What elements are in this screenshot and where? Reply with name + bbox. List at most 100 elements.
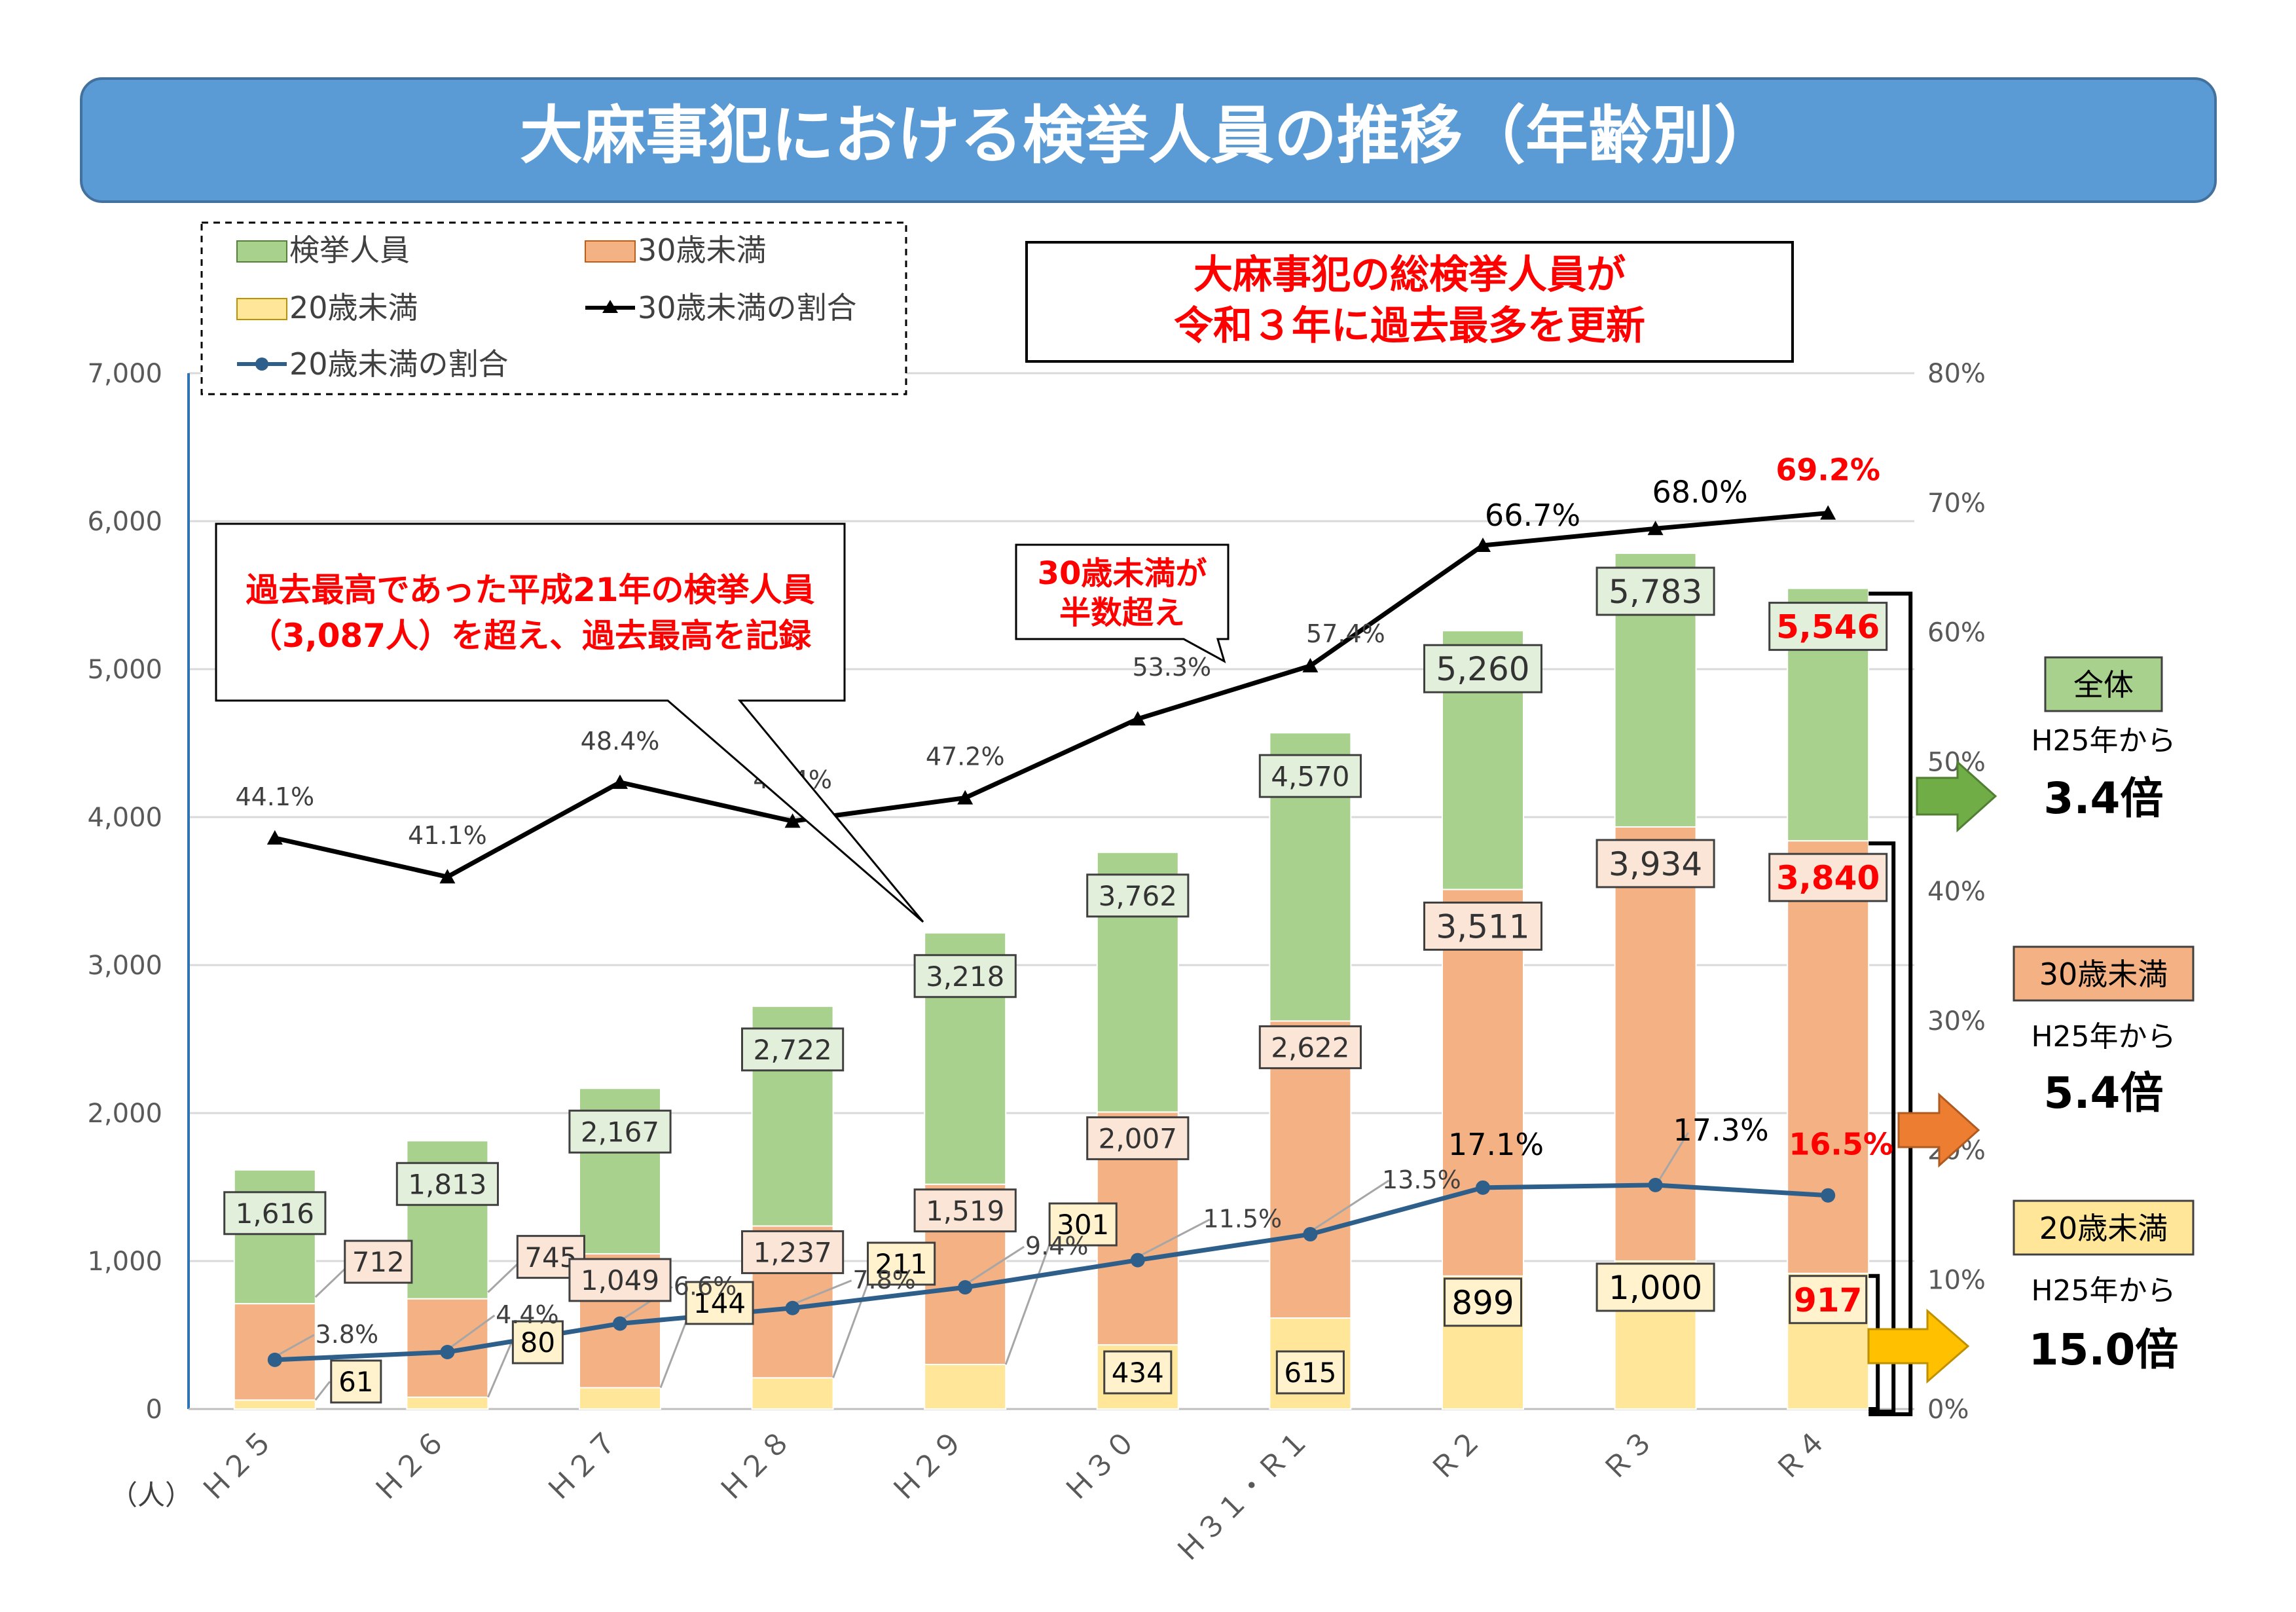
half-callout-line2: 半数超え — [1059, 595, 1185, 631]
y2-tick-label: 10% — [1927, 1265, 1986, 1295]
data-label-under30: 745 — [524, 1241, 577, 1273]
label-layer: 1,616 1,813 2,167 2,722 3,218 3,762 4,570 5,260… — [223, 452, 1893, 1404]
data-label-under20: 434 — [1112, 1357, 1164, 1389]
data-label-under20-box — [867, 1241, 936, 1286]
data-label-under30-box — [1423, 902, 1542, 951]
legend-swatch-under30 — [585, 240, 636, 263]
data-label-under20: 301 — [1057, 1209, 1109, 1241]
data-label-under20-box — [511, 1320, 564, 1365]
y-tick-label: 7,000 — [87, 359, 162, 389]
y2-tick-label: 30% — [1927, 1006, 1986, 1036]
x-tick-label: Ｈ２９ — [886, 1423, 970, 1508]
legend-marker-ratio20 — [255, 357, 268, 371]
data-label-total-box — [1595, 566, 1715, 616]
data-label-under30: 712 — [352, 1246, 405, 1278]
past-record-callout: 過去最高であった平成21年の検挙人員 （3,087人）を超え、過去最高を記録 — [215, 522, 924, 923]
point-ratio20 — [613, 1316, 627, 1331]
data-label-total-box — [1423, 644, 1542, 693]
data-label-ratio30: 47.2% — [926, 742, 1005, 771]
data-label-total: 4,570 — [1271, 760, 1349, 792]
data-label-under30: 2,622 — [1271, 1032, 1349, 1064]
x-tick-label: Ｒ３ — [1596, 1423, 1660, 1488]
leader-line — [278, 1334, 315, 1356]
legend-label-total: 検挙人員 — [289, 232, 410, 268]
data-label-under30-box — [1595, 839, 1715, 888]
x-tick-label: Ｈ２６ — [368, 1423, 452, 1508]
data-label-under20: 211 — [875, 1248, 928, 1280]
growth-label-total: 全体 — [2073, 667, 2134, 703]
data-label-total: 1,616 — [236, 1198, 314, 1230]
data-label-under30: 1,049 — [581, 1264, 659, 1296]
bar-under30 — [233, 1303, 316, 1401]
data-label-ratio20: 6.6% — [674, 1272, 737, 1300]
leader-line — [1658, 1132, 1689, 1181]
leader-line — [1141, 1218, 1211, 1256]
growth-from-under30: H25年から — [2031, 1020, 2176, 1053]
data-label-ratio20: 17.3% — [1673, 1112, 1769, 1148]
growth-value-total: 3.4倍 — [2044, 773, 2164, 824]
data-label-total: 2,722 — [753, 1034, 831, 1066]
data-label-total-box — [1086, 873, 1190, 918]
data-label-ratio30: 57.4% — [1306, 619, 1385, 648]
data-label-total-box — [913, 954, 1017, 998]
data-label-ratio20: 4.4% — [496, 1300, 559, 1329]
point-ratio20 — [267, 1352, 282, 1367]
data-label-under20-box — [1103, 1350, 1173, 1395]
legend-label-ratio20: 20歳未満の割合 — [289, 346, 509, 382]
data-label-total: 2,167 — [581, 1116, 659, 1148]
record-headline: 大麻事犯の総検挙人員が 令和３年に過去最多を更新 — [1025, 241, 1794, 363]
x-tick-label: Ｈ２５ — [195, 1423, 280, 1508]
data-label-ratio20: 16.5% — [1789, 1127, 1893, 1162]
x-tick-label: Ｈ２８ — [713, 1423, 797, 1508]
title-banner — [80, 77, 2217, 203]
leader-line — [1313, 1179, 1390, 1230]
data-label-ratio30: 68.0% — [1652, 474, 1748, 509]
data-label-ratio20: 13.5% — [1382, 1165, 1461, 1194]
x-tick-label: Ｈ３１・Ｒ１ — [1169, 1423, 1315, 1569]
data-label-under30-box — [344, 1239, 413, 1284]
bar-under20 — [751, 1377, 834, 1410]
point-ratio30 — [1820, 505, 1836, 520]
y2-tick-label: 70% — [1927, 488, 1986, 519]
y2-tick-label: 0% — [1927, 1395, 1969, 1425]
point-ratio20 — [958, 1280, 973, 1295]
data-label-under20-box — [1444, 1277, 1522, 1327]
data-label-under20-box — [1595, 1262, 1715, 1312]
data-label-ratio30: 66.7% — [1485, 498, 1580, 533]
y2-tick-label: 50% — [1927, 747, 1986, 777]
bar-under20 — [579, 1387, 661, 1410]
data-label-under30-box — [1258, 1025, 1362, 1069]
data-label-under30-box — [1086, 1116, 1190, 1160]
data-label-total: 5,783 — [1609, 573, 1702, 611]
leader-line — [487, 1262, 519, 1293]
growth-label-box-total — [2044, 656, 2163, 712]
point-ratio30 — [1475, 538, 1491, 553]
growth-arrow-under30 — [1897, 1092, 1980, 1168]
data-label-total: 3,762 — [1099, 880, 1177, 912]
half-callout: 30歳未満が 半数超え — [1015, 543, 1230, 664]
point-ratio20 — [1821, 1188, 1836, 1203]
growth-label-box-under20 — [2013, 1200, 2195, 1256]
leader-line — [314, 1268, 346, 1298]
past-record-line2: （3,087人）を超え、過去最高を記録 — [249, 617, 812, 655]
legend: 検挙人員 30歳未満 20歳未満 30歳未満の割合 20歳未満の割合 — [200, 221, 907, 395]
data-label-total-box — [395, 1162, 499, 1206]
leader-line — [968, 1245, 1025, 1283]
bar-under30 — [1442, 888, 1524, 1277]
x-tick-label: Ｈ２７ — [540, 1423, 625, 1508]
record-headline-line1: 大麻事犯の総検挙人員が — [1194, 252, 1626, 298]
point-ratio30 — [784, 813, 801, 828]
half-callout-line1: 30歳未満が — [1038, 555, 1207, 592]
data-label-total: 1,813 — [408, 1168, 486, 1200]
point-ratio20 — [440, 1344, 455, 1359]
data-label-total: 3,218 — [926, 961, 1004, 993]
data-label-under30: 1,237 — [753, 1237, 831, 1269]
data-label-total-box — [223, 1191, 327, 1236]
data-label-ratio20: 11.5% — [1203, 1205, 1282, 1234]
point-ratio20 — [1130, 1253, 1145, 1268]
point-ratio30 — [439, 869, 456, 884]
data-label-under30: 3,934 — [1609, 845, 1702, 883]
data-label-under30-box — [1768, 852, 1888, 902]
data-label-under20-box — [1048, 1202, 1118, 1247]
